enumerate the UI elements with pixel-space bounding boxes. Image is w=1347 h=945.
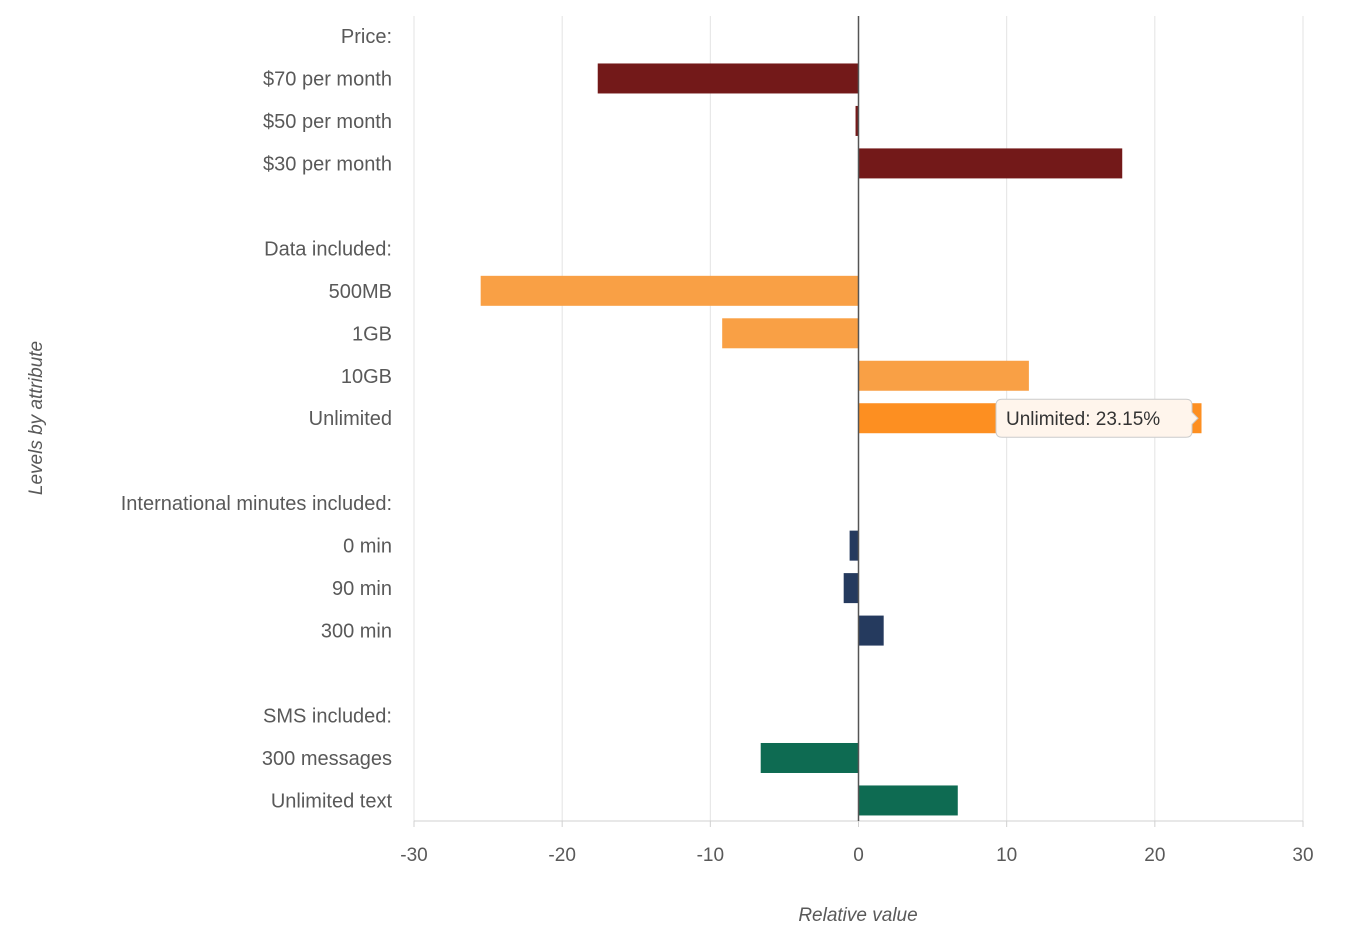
x-tick-label: 30 [1292,845,1313,866]
tooltip: Unlimited: 23.15% [995,398,1199,438]
x-tick-label: 0 [853,845,864,866]
y-axis-title: Levels by attribute [26,341,47,495]
bar[interactable] [858,615,884,646]
x-tick-labels: -30 -20 -10 0 10 20 30 [400,845,1313,866]
axes [413,16,1304,827]
category-label: 1GB [352,323,392,345]
category-label: 300 min [321,621,392,643]
category-label: SMS included: [263,706,392,728]
category-label: Unlimited text [271,790,393,812]
bars [480,63,1202,816]
category-label: Data included: [264,238,392,260]
category-label: International minutes included: [121,493,392,515]
category-label: $30 per month [263,153,392,175]
bar[interactable] [858,360,1029,391]
category-label: 90 min [332,578,392,600]
bar[interactable] [858,785,958,816]
x-tick-label: -20 [548,845,575,866]
tooltip-background [995,398,1199,438]
bar[interactable] [855,105,859,136]
category-labels: Price: $70 per month $50 per month $30 per … [121,26,393,812]
x-tick-label: -10 [697,845,724,866]
category-label: $50 per month [263,111,392,133]
category-label: Unlimited [309,408,392,430]
x-tick-label: -30 [400,845,427,866]
tooltip-box: Unlimited: 23.15% [995,398,1199,438]
category-label: 500MB [329,281,392,303]
category-label: Price: [341,26,392,48]
bar[interactable] [480,275,859,306]
bar[interactable] [849,530,859,561]
bar[interactable] [843,573,859,604]
category-label: $70 per month [263,68,392,90]
tooltip-text: Unlimited: 23.15% [1006,409,1160,430]
bar[interactable] [722,318,859,349]
bar[interactable] [858,148,1123,179]
x-tick-label: 20 [1144,845,1165,866]
category-label: 0 min [343,536,392,558]
x-tick-label: 10 [996,845,1017,866]
bar[interactable] [760,742,859,773]
bar[interactable] [597,63,859,94]
category-label: 300 messages [262,748,392,770]
x-axis-title: Relative value [798,905,917,926]
category-label: 10GB [341,366,392,388]
